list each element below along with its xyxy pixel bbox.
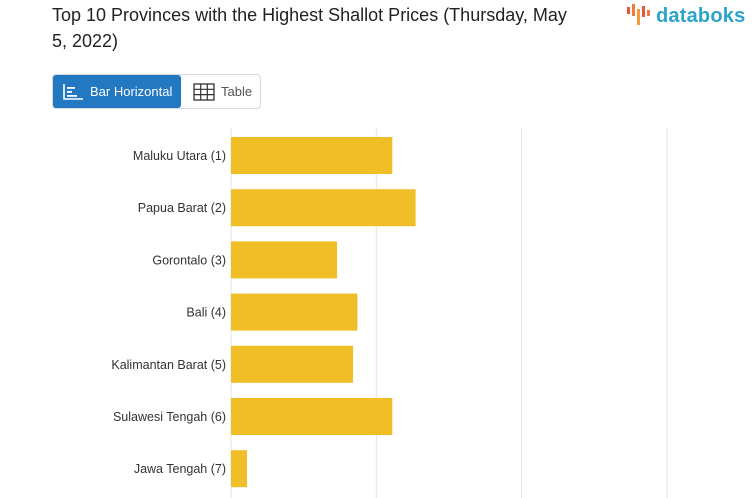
bar-chart-icon bbox=[63, 83, 83, 100]
bar[interactable] bbox=[231, 189, 416, 227]
table-button[interactable]: Table bbox=[181, 75, 260, 108]
category-label: Kalimantan Barat (5) bbox=[111, 358, 226, 372]
category-label: Gorontalo (3) bbox=[152, 253, 226, 267]
databoks-bars-icon bbox=[627, 4, 650, 25]
bar[interactable] bbox=[231, 137, 393, 174]
bar-horizontal-label: Bar Horizontal bbox=[90, 84, 173, 99]
table-grid-icon bbox=[193, 82, 215, 101]
category-label: Maluku Utara (1) bbox=[133, 149, 226, 163]
table-label: Table bbox=[221, 84, 253, 99]
category-label: Bali (4) bbox=[186, 306, 226, 320]
bar-horizontal-button[interactable]: Bar Horizontal bbox=[53, 75, 181, 108]
chart-view-switch: Bar Horizontal Table bbox=[52, 74, 261, 109]
bar[interactable] bbox=[231, 398, 393, 435]
category-label: Sulawesi Tengah (6) bbox=[113, 410, 226, 424]
bar[interactable] bbox=[231, 450, 247, 488]
chart-bars bbox=[231, 137, 416, 488]
category-label: Papua Barat (2) bbox=[138, 201, 226, 215]
chart-category-labels: Maluku Utara (1) Papua Barat (2) Gorontalo… bbox=[111, 149, 226, 476]
bar[interactable] bbox=[231, 293, 358, 331]
brand-name: databoks bbox=[656, 4, 746, 27]
brand-logo[interactable]: databoks bbox=[626, 4, 745, 28]
category-label: Jawa Tengah (7) bbox=[134, 462, 226, 476]
bar[interactable] bbox=[231, 241, 338, 279]
chart-title: Top 10 Provinces with the Highest Shallo… bbox=[52, 5, 567, 51]
bar[interactable] bbox=[231, 345, 354, 383]
bar-chart: Maluku Utara (1) Papua Barat (2) Gorontalo… bbox=[111, 128, 668, 498]
